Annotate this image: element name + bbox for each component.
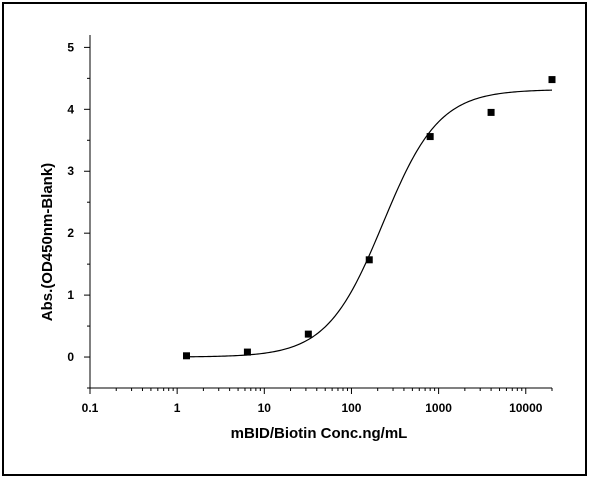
data-point: [182, 352, 190, 360]
y-tick-label: 5: [67, 40, 74, 54]
y-tick-label: 0: [67, 350, 74, 364]
x-axis-label: mBID/Biotin Conc.ng/mL: [231, 425, 408, 442]
data-point: [365, 256, 373, 264]
x-ticks: 0.1 1 10 100 1000 10000: [82, 388, 553, 415]
x-tick-label: 10000: [509, 401, 543, 415]
data-point: [548, 76, 556, 84]
x-tick-label: 1000: [425, 401, 452, 415]
y-tick-label: 3: [67, 164, 74, 178]
data-point: [426, 133, 434, 141]
data-points: [182, 76, 556, 360]
y-tick-label: 1: [67, 288, 74, 302]
data-point: [243, 348, 251, 356]
axes: [89, 35, 552, 389]
x-tick-label: 0.1: [82, 401, 99, 415]
y-ticks: 0 1 2 3 4 5: [67, 40, 90, 389]
x-tick-label: 1: [174, 401, 181, 415]
x-tick-label: 100: [341, 401, 361, 415]
y-tick-label: 4: [67, 102, 74, 116]
y-axis-label: Abs.(OD450nm-Blank): [39, 163, 56, 321]
data-point: [304, 330, 312, 338]
fit-curve: [186, 89, 553, 358]
data-point: [487, 108, 495, 116]
y-tick-label: 2: [67, 226, 74, 240]
x-tick-label: 10: [258, 401, 272, 415]
